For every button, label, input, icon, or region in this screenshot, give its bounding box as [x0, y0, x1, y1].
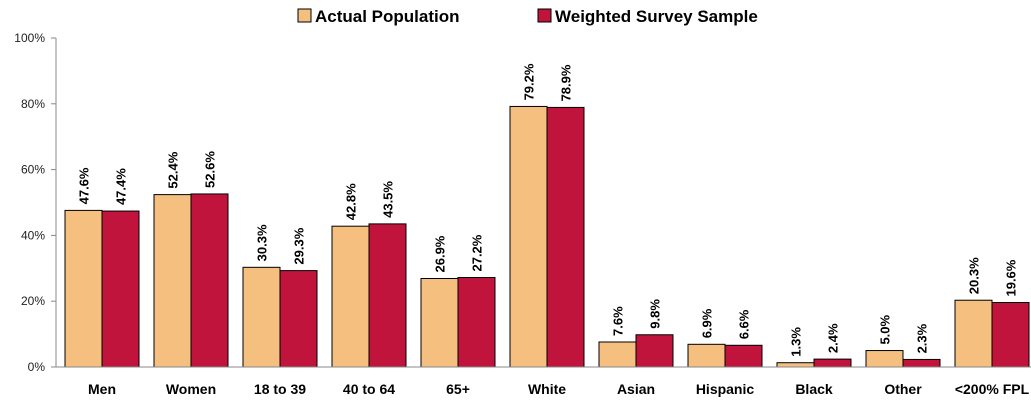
- bar-actual-6: [598, 341, 637, 368]
- data-label: 43.5%: [381, 181, 396, 218]
- data-label: 47.6%: [77, 167, 92, 204]
- bar-actual-4: [420, 277, 459, 368]
- bar-weighted-9: [902, 358, 941, 368]
- data-label: 7.6%: [611, 306, 626, 336]
- data-label: 6.9%: [700, 308, 715, 338]
- legend-swatch: [537, 8, 552, 23]
- bar-weighted-0: [101, 210, 140, 368]
- data-label: 5.0%: [878, 314, 893, 344]
- x-tick-label: Hispanic: [696, 381, 755, 397]
- data-label: 52.6%: [203, 151, 218, 188]
- y-tick-label: 20%: [21, 294, 45, 308]
- data-label: 1.3%: [789, 327, 804, 357]
- data-label: 47.4%: [114, 168, 129, 205]
- bar-weighted-5: [546, 106, 585, 368]
- bar-weighted-1: [190, 193, 229, 368]
- bar-actual-2: [242, 266, 281, 368]
- data-label: 2.4%: [826, 323, 841, 353]
- bar-actual-10: [954, 299, 993, 368]
- data-labels: 47.6% 47.4% 52.4% 52.6% 30.3% 29.3% 42.8% 43.5%…: [77, 63, 1019, 357]
- data-label: 79.2%: [522, 63, 537, 100]
- data-label: 29.3%: [292, 227, 307, 264]
- bar-weighted-10: [991, 302, 1030, 368]
- bar-weighted-3: [368, 223, 407, 368]
- y-tick-label: 40%: [21, 228, 45, 242]
- bar-weighted-2: [279, 270, 318, 368]
- bar-actual-7: [687, 343, 726, 368]
- data-label: 42.8%: [344, 183, 359, 220]
- bar-weighted-7: [724, 344, 763, 368]
- y-tick-label: 0%: [28, 360, 46, 374]
- x-tick-label: White: [528, 381, 566, 397]
- legend: Actual Population Weighted Survey Sample: [297, 7, 758, 26]
- x-tick-label: <200% FPL: [955, 381, 1030, 397]
- x-tick-label: Black: [795, 381, 833, 397]
- data-label: 6.6%: [737, 309, 752, 339]
- bar-actual-9: [865, 350, 904, 368]
- legend-label: Actual Population: [315, 7, 460, 26]
- data-label: 20.3%: [967, 257, 982, 294]
- y-axis: 0% 20% 40% 60% 80% 100%: [14, 31, 57, 374]
- data-label: 26.9%: [433, 235, 448, 272]
- bar-actual-0: [64, 209, 103, 368]
- bars: [64, 105, 1030, 368]
- data-label: 9.8%: [648, 299, 663, 329]
- bar-weighted-8: [813, 358, 852, 368]
- legend-label: Weighted Survey Sample: [555, 7, 758, 26]
- bar-weighted-4: [457, 277, 496, 368]
- x-tick-label: 18 to 39: [254, 381, 306, 397]
- x-tick-label: Other: [884, 381, 922, 397]
- legend-swatch: [297, 8, 312, 23]
- bar-actual-3: [331, 225, 370, 368]
- data-label: 27.2%: [470, 234, 485, 271]
- x-tick-label: Asian: [617, 381, 655, 397]
- data-label: 2.3%: [915, 323, 930, 353]
- y-tick-label: 100%: [14, 31, 45, 45]
- x-tick-label: 40 to 64: [343, 381, 395, 397]
- data-label: 52.4%: [166, 151, 181, 188]
- x-tick-label: Women: [166, 381, 216, 397]
- y-tick-label: 80%: [21, 97, 45, 111]
- x-axis: Men Women 18 to 39 40 to 64 65+ White Asian His…: [56, 366, 1031, 397]
- data-label: 78.9%: [559, 64, 574, 101]
- bar-weighted-6: [635, 334, 674, 368]
- bar-actual-1: [153, 194, 192, 368]
- data-label: 19.6%: [1004, 259, 1019, 296]
- data-label: 30.3%: [255, 224, 270, 261]
- y-tick-label: 60%: [21, 163, 45, 177]
- x-tick-label: Men: [88, 381, 116, 397]
- x-tick-label: 65+: [446, 381, 470, 397]
- bar-actual-5: [509, 105, 548, 368]
- bar-actual-8: [776, 362, 815, 368]
